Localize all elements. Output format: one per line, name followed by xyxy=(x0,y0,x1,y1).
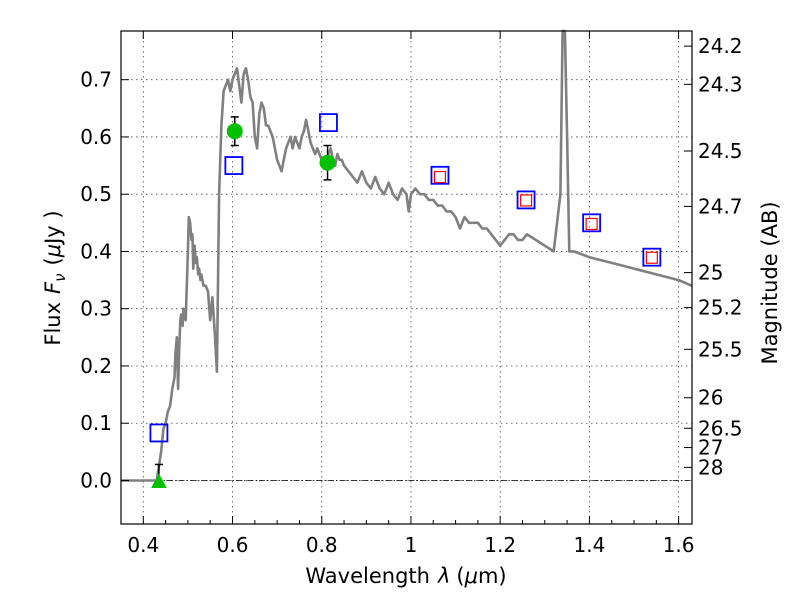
x-tick-label: 1.6 xyxy=(663,533,695,557)
y-tick-label: 0.7 xyxy=(80,68,112,92)
model-photometry-square xyxy=(319,113,338,133)
y2-axis-title: Magnitude (AB) xyxy=(758,201,782,364)
y-tick-label: 0.6 xyxy=(80,125,112,149)
x-tick-label: 0.6 xyxy=(217,533,249,557)
mag-tick-label: 26 xyxy=(698,386,723,410)
x-tick-label: 0.8 xyxy=(306,533,338,557)
mag-tick-label: 24.7 xyxy=(698,194,743,218)
x-tick-label: 1 xyxy=(405,533,418,557)
marker-layer xyxy=(149,113,662,488)
detection-point xyxy=(226,123,243,140)
model-photometry-square xyxy=(430,165,450,185)
mag-tick-label: 27 xyxy=(698,436,723,460)
mag-tick-label: 25.2 xyxy=(698,296,743,320)
mag-tick-label: 25.5 xyxy=(698,337,743,361)
inner-photometry-square xyxy=(585,217,598,231)
plot-frame xyxy=(120,30,693,525)
x-tick-label: 0.4 xyxy=(127,533,159,557)
plot-background xyxy=(121,31,692,524)
mag-tick-label: 24.2 xyxy=(698,34,743,58)
model-spectrum-line xyxy=(121,29,693,482)
y-tick-labels: 0.0 0.1 0.2 0.3 0.4 0.5 0.6 0.7 xyxy=(80,68,112,493)
y-tick-label: 0.3 xyxy=(80,297,112,321)
inner-photometry-square xyxy=(645,251,658,264)
model-photometry-square xyxy=(582,213,602,233)
x-tick-label: 1.2 xyxy=(484,533,516,557)
mag-tick-label: 26.5 xyxy=(698,416,743,440)
model-photometry-square xyxy=(224,156,244,175)
y-axis-title: FluxFν(μJy ) xyxy=(41,210,69,345)
model-photometry-square xyxy=(149,423,169,443)
mag-tick-label: 25 xyxy=(698,261,723,285)
inner-photometry-square xyxy=(519,194,533,207)
y-tick-label: 0.1 xyxy=(80,411,112,435)
model-photometry-square xyxy=(516,190,536,210)
upper-limit-triangle xyxy=(151,473,167,488)
detection-point xyxy=(319,154,336,171)
mag-tick-label: 24.3 xyxy=(698,72,743,96)
inner-photometry-square xyxy=(433,170,447,184)
y-tick-label: 0.2 xyxy=(80,354,112,378)
mag-tick-label: 24.5 xyxy=(698,139,743,163)
mag-tick-label: 28 xyxy=(698,455,723,479)
x-tick-label: 1.4 xyxy=(573,533,605,557)
model-spectrum-layer xyxy=(121,29,693,482)
tick-layer xyxy=(121,31,692,524)
x-axis-title: Wavelength λ (μm) xyxy=(305,564,506,588)
model-photometry-square xyxy=(642,247,662,267)
y-tick-label: 0.0 xyxy=(80,468,112,492)
x-tick-labels: 0.4 0.6 0.8 1 1.2 1.4 1.6 xyxy=(127,533,694,557)
y-tick-label: 0.4 xyxy=(80,239,112,263)
y-tick-label: 0.5 xyxy=(80,182,112,206)
